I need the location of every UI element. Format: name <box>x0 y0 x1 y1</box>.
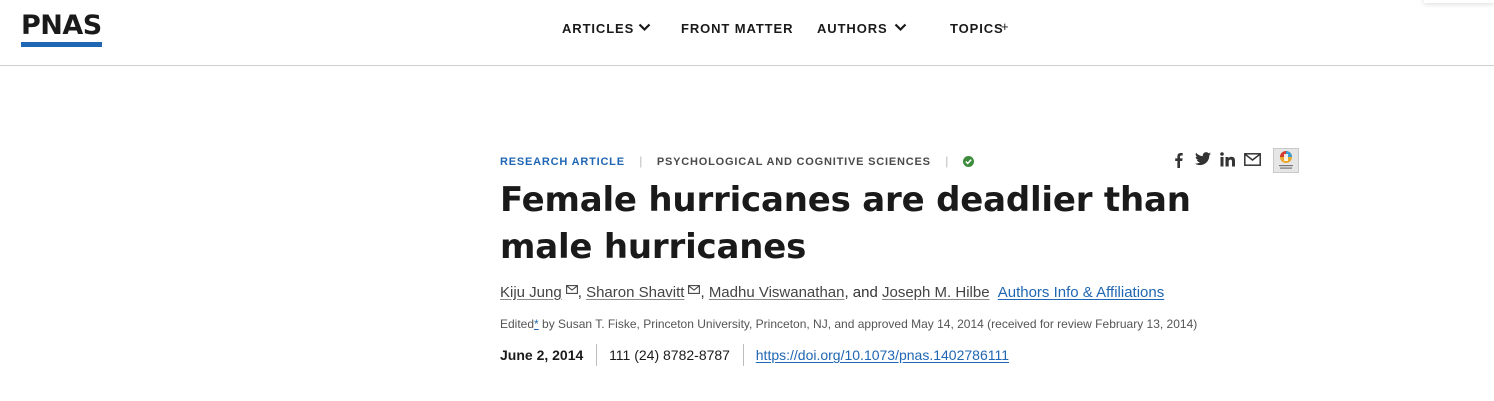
article-type[interactable]: RESEARCH ARTICLE <box>500 156 625 168</box>
citation: 111 (24) 8782-8787 <box>609 347 730 363</box>
edited-prefix: Edited <box>500 317 535 331</box>
crossmark-icon <box>1279 151 1293 169</box>
author-list: Kiju Jung, Sharon Shavitt, Madhu Viswana… <box>500 283 1164 303</box>
edited-footnote-link[interactable]: * <box>534 317 539 331</box>
twitter-icon[interactable] <box>1195 152 1211 166</box>
nav-front-matter-label: FRONT MATTER <box>681 21 794 36</box>
check-circle-icon <box>962 156 974 167</box>
author-link[interactable]: Kiju Jung <box>500 284 562 301</box>
publication-date: June 2, 2014 <box>500 347 584 363</box>
linkedin-icon[interactable] <box>1220 152 1235 167</box>
article-section[interactable]: PSYCHOLOGICAL AND COGNITIVE SCIENCES <box>656 156 931 168</box>
nav-front-matter[interactable]: FRONT MATTER <box>681 19 793 39</box>
nav-topics-label: TOPICS <box>950 21 1004 36</box>
meta-separator: | <box>639 154 643 168</box>
doi-link[interactable]: https://doi.org/10.1073/pnas.1402786111 <box>755 347 1010 363</box>
pub-divider <box>596 344 598 366</box>
nav-authors[interactable]: AUTHORS <box>817 19 907 39</box>
author-link[interactable]: Sharon Shavitt <box>586 284 685 301</box>
chevron-down-icon <box>638 23 651 32</box>
header-corner-shadow <box>1424 0 1494 3</box>
author-link[interactable]: Joseph M. Hilbe <box>882 284 990 301</box>
article-title: Female hurricanes are deadlier than male… <box>500 180 1191 267</box>
nav-articles-label: ARTICLES <box>562 21 635 36</box>
site-header: PNAS ARTICLES FRONT MATTER AUTHORS TOPIC… <box>0 0 1494 66</box>
crossmark-button[interactable] <box>1273 148 1299 173</box>
nav-topics[interactable]: TOPICS + <box>950 19 1009 39</box>
nav-articles[interactable]: ARTICLES <box>562 19 651 39</box>
edited-text: by Susan T. Fiske, Princeton University,… <box>538 317 1198 331</box>
facebook-icon[interactable] <box>1174 152 1183 168</box>
email-icon[interactable] <box>1244 153 1261 166</box>
plus-icon: + <box>1001 19 1010 34</box>
authors-info-link[interactable]: Authors Info & Affiliations <box>997 284 1165 301</box>
edited-note: Edited* by Susan T. Fiske, Princeton Uni… <box>500 316 1197 332</box>
article-meta: RESEARCH ARTICLE | PSYCHOLOGICAL AND COG… <box>500 152 974 168</box>
chevron-down-icon <box>894 23 907 32</box>
email-icon[interactable] <box>565 285 578 294</box>
publication-info: June 2, 2014 111 (24) 8782-8787 https://… <box>500 344 1009 366</box>
email-icon[interactable] <box>688 285 701 294</box>
pub-divider <box>742 344 744 366</box>
author-separator: , and <box>844 284 882 301</box>
author-separator: , <box>700 284 709 301</box>
author-separator: , <box>577 284 587 301</box>
author-link[interactable]: Madhu Viswanathan <box>708 284 845 301</box>
nav-authors-label: AUTHORS <box>817 21 888 36</box>
meta-separator: | <box>945 154 949 168</box>
pnas-logo[interactable]: PNAS <box>21 12 102 47</box>
